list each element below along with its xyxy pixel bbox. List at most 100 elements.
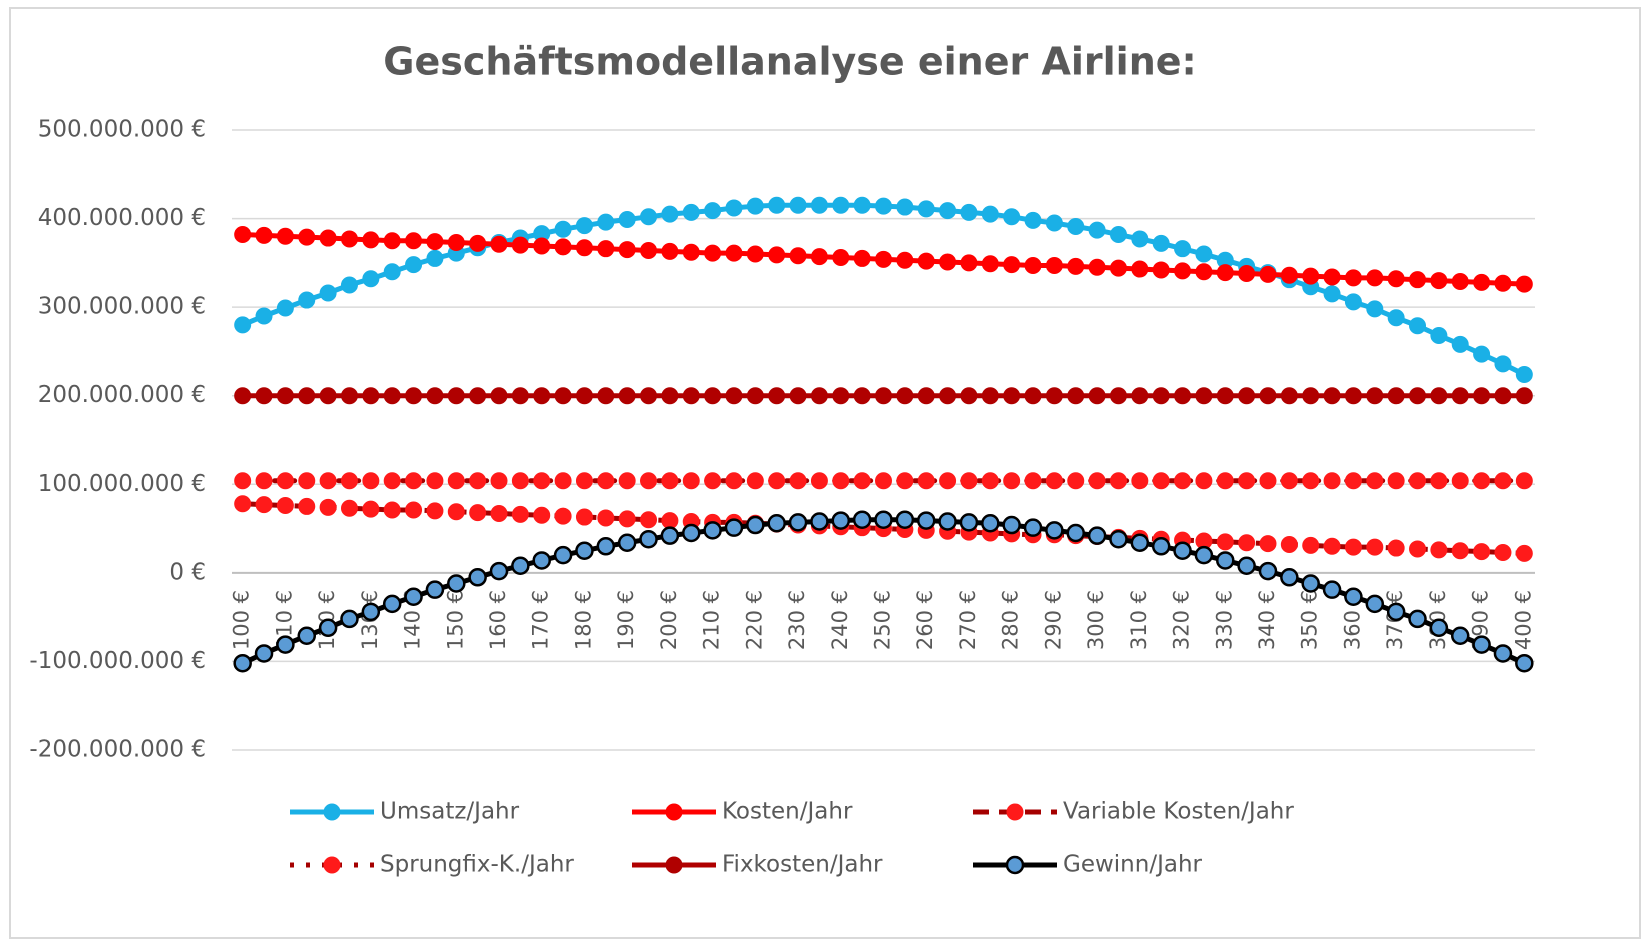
data-point (319, 472, 337, 490)
data-point (426, 233, 444, 251)
data-point (1152, 472, 1170, 490)
data-point (490, 387, 508, 405)
data-point (1174, 472, 1192, 490)
data-point (383, 387, 401, 405)
data-point (276, 635, 295, 654)
data-point (1344, 587, 1363, 607)
data-point (640, 387, 658, 405)
data-point (1109, 529, 1128, 549)
data-point (1023, 518, 1043, 537)
data-point (1473, 472, 1491, 490)
data-point (597, 213, 615, 231)
data-point (383, 232, 401, 250)
data-point (362, 231, 380, 249)
data-point (1450, 626, 1470, 645)
data-point (340, 472, 358, 490)
data-point (1088, 387, 1106, 405)
data-point (768, 387, 786, 405)
data-point (1494, 472, 1512, 490)
data-point (1494, 543, 1512, 561)
data-point (1387, 270, 1405, 288)
data-point (875, 197, 892, 215)
data-point (618, 241, 636, 259)
data-point (1344, 387, 1362, 405)
data-point (597, 472, 615, 490)
data-point (767, 514, 786, 533)
data-point (1515, 653, 1534, 673)
legend-marker (1005, 855, 1025, 875)
data-point (917, 252, 935, 270)
data-point (276, 299, 294, 317)
data-point (362, 387, 380, 405)
data-point (1195, 387, 1213, 405)
data-point (1216, 533, 1234, 551)
x-tick-label: 270 € (956, 590, 980, 650)
data-point (1280, 536, 1298, 554)
data-point (255, 307, 273, 325)
legend-label: Gewinn/Jahr (1063, 852, 1203, 878)
data-point (1131, 472, 1149, 490)
data-point (1323, 472, 1341, 490)
data-point (789, 196, 807, 214)
data-point (447, 472, 465, 490)
data-point (640, 241, 658, 259)
data-point (1387, 539, 1405, 557)
data-point (725, 472, 743, 490)
data-point (575, 472, 593, 490)
data-point (1088, 472, 1106, 490)
data-point (617, 533, 637, 552)
data-point (447, 503, 465, 521)
data-point (575, 541, 594, 560)
data-point (382, 594, 402, 614)
data-point (1131, 260, 1149, 278)
data-point (1366, 300, 1384, 318)
x-tick-label: 400 € (1511, 590, 1535, 650)
data-point (1515, 544, 1533, 562)
data-point (405, 501, 423, 519)
data-point (788, 513, 808, 532)
data-point (254, 644, 274, 663)
data-point (1366, 387, 1384, 405)
data-point (1409, 271, 1427, 289)
data-point (1258, 561, 1278, 581)
data-point (810, 248, 828, 266)
legend-marker (665, 856, 683, 874)
data-point (1087, 526, 1107, 545)
data-point (768, 196, 786, 214)
data-point (426, 249, 444, 267)
data-point (255, 387, 273, 405)
data-point (1344, 293, 1362, 311)
data-point (1002, 515, 1021, 535)
data-point (489, 561, 509, 581)
data-point (447, 387, 465, 405)
data-point (298, 472, 316, 490)
data-point (1515, 365, 1533, 383)
data-point (1067, 218, 1085, 236)
data-point (1045, 472, 1063, 490)
data-point (1216, 264, 1234, 282)
data-point (640, 208, 658, 226)
data-point (1430, 472, 1448, 490)
data-point (553, 545, 573, 565)
data-point (1451, 387, 1469, 405)
data-point (383, 472, 401, 490)
data-point (1238, 264, 1256, 282)
data-point (447, 233, 465, 251)
data-point (575, 217, 593, 235)
x-tick-label: 340 € (1255, 590, 1279, 650)
data-point (789, 387, 807, 405)
data-point (234, 316, 252, 334)
data-point (661, 205, 679, 223)
data-point (575, 239, 593, 257)
legend-marker (1006, 803, 1024, 821)
data-point (575, 387, 593, 405)
data-point (682, 387, 700, 405)
data-point (468, 568, 487, 587)
data-point (340, 230, 358, 248)
data-point (724, 518, 744, 537)
data-point (1322, 580, 1342, 599)
data-point (1003, 472, 1021, 490)
data-point (853, 472, 871, 490)
data-point (896, 198, 914, 216)
data-point (639, 529, 658, 549)
